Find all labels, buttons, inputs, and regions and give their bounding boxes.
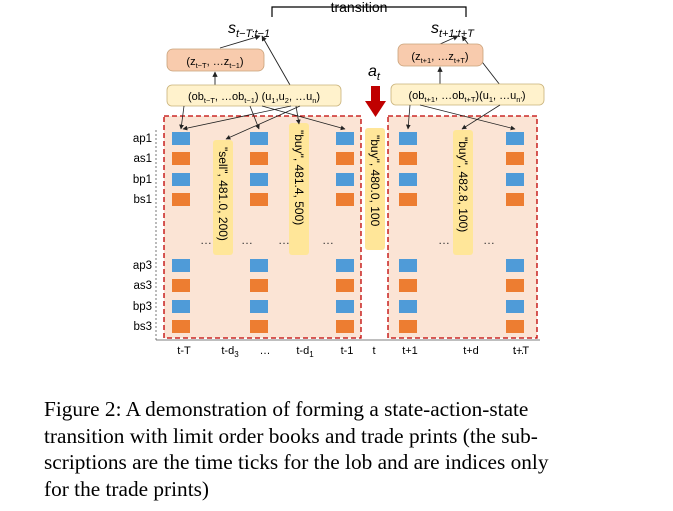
- bid-cell: [336, 259, 354, 272]
- bid-cell: [336, 300, 354, 313]
- row-label: bp3: [133, 301, 152, 313]
- ask-cell: [172, 320, 190, 333]
- time-tick-label: t-d3: [221, 345, 239, 359]
- ask-cell: [506, 152, 524, 165]
- time-tick-label: …: [514, 345, 525, 357]
- ellipsis: …: [483, 233, 495, 247]
- caption-line: Figure 2: A demonstration of forming a s…: [44, 397, 529, 421]
- trade-print-3: "buy", 480.0, 100: [365, 128, 385, 250]
- bid-cell: [172, 173, 190, 186]
- ask-cell: [250, 279, 268, 292]
- ask-cell: [336, 193, 354, 206]
- state-left-label: st−T:t−1: [228, 20, 270, 40]
- bid-cell: [336, 132, 354, 145]
- obs-box-left: [166, 84, 342, 107]
- ellipsis-marks: … … … … … …: [200, 233, 495, 247]
- trade-print-2: "buy", 481.4, 500): [289, 123, 309, 255]
- ask-cell: [336, 152, 354, 165]
- latent-box-left: [166, 48, 265, 72]
- ask-cell: [336, 279, 354, 292]
- row-label: bs1: [133, 194, 152, 206]
- time-tick-label: t+1: [402, 345, 418, 357]
- bid-cell: [506, 132, 524, 145]
- bid-cell: [250, 132, 268, 145]
- time-tick-label: t-d1: [296, 345, 314, 359]
- svg-text:"buy", 482.8, 100): "buy", 482.8, 100): [456, 137, 470, 232]
- ask-cell: [250, 193, 268, 206]
- ellipsis: …: [438, 233, 450, 247]
- figure-caption: Figure 2: A demonstration of forming a s…: [44, 396, 644, 502]
- row-label: ap3: [133, 260, 152, 272]
- svg-text:"buy", 480.0, 100: "buy", 480.0, 100: [368, 135, 382, 227]
- bid-cell: [399, 173, 417, 186]
- svg-text:"sell", 481.0, 200): "sell", 481.0, 200): [216, 147, 230, 241]
- obs-text-left: (obt−T, …obt−1) (u1,u2, …un): [188, 91, 320, 105]
- transition-bracket: [271, 6, 467, 17]
- state-right-label: st+1:t+T: [431, 20, 475, 40]
- ask-cell: [399, 279, 417, 292]
- time-axis: t-T t-d3… t-d1 t-1 t t+1 t+d …t+T: [177, 345, 529, 359]
- row-label: as3: [133, 280, 152, 292]
- time-tick-label: t+T: [513, 345, 529, 357]
- bid-cell: [336, 173, 354, 186]
- ask-cell: [172, 193, 190, 206]
- bid-cell: [506, 300, 524, 313]
- bid-cell: [506, 173, 524, 186]
- ask-cell: [506, 320, 524, 333]
- bid-cell: [172, 259, 190, 272]
- action-arrow: [365, 86, 386, 117]
- ellipsis: …: [200, 233, 212, 247]
- ask-cell: [506, 279, 524, 292]
- time-tick-label: …: [260, 345, 271, 357]
- row-label: bp1: [133, 174, 152, 186]
- ellipsis: …: [278, 233, 290, 247]
- ask-cell: [506, 193, 524, 206]
- svg-text:"buy", 481.4, 500): "buy", 481.4, 500): [292, 130, 306, 225]
- bid-cell: [172, 300, 190, 313]
- ask-cell: [336, 320, 354, 333]
- time-tick-label: t+d: [463, 345, 479, 357]
- bid-cell: [250, 173, 268, 186]
- obs-box-right: [390, 83, 545, 106]
- caption-line: transition with limit order books and tr…: [44, 423, 538, 448]
- row-labels: ap1 as1 bp1 bs1 ap3 as3 bp3 bs3: [133, 133, 152, 333]
- latent-text-right: (zt+1, …zt+T): [411, 51, 468, 65]
- ask-cell: [399, 320, 417, 333]
- time-tick-label: t-1: [341, 345, 354, 357]
- bid-cell: [506, 259, 524, 272]
- bid-cell: [250, 259, 268, 272]
- caption-line: for the trade prints): [44, 476, 209, 501]
- trade-print-4: "buy", 482.8, 100): [453, 130, 473, 255]
- ellipsis: …: [241, 233, 253, 247]
- transition-label: transition: [331, 0, 388, 15]
- bid-cell: [399, 259, 417, 272]
- latent-text-left: (zt−T, …zt−1): [186, 56, 243, 70]
- bid-cell: [172, 132, 190, 145]
- state-action-state-diagram: transition st−T:t−1 st+1:t+T (zt−T, …zt−…: [133, 0, 545, 359]
- ellipsis: …: [322, 233, 334, 247]
- obs-text-right: (obt+1, …obt+T)(u1, …un′): [408, 90, 525, 104]
- time-tick-label: t: [372, 345, 375, 357]
- bid-cell: [399, 132, 417, 145]
- action-label: at: [368, 63, 381, 83]
- row-label: ap1: [133, 133, 152, 145]
- ask-cell: [172, 152, 190, 165]
- bid-cell: [399, 300, 417, 313]
- trade-print-1: "sell", 481.0, 200): [213, 140, 233, 255]
- ask-cell: [250, 320, 268, 333]
- row-label: as1: [133, 153, 152, 165]
- row-label: bs3: [133, 321, 152, 333]
- latent-box-right: [397, 43, 484, 67]
- ask-cell: [250, 152, 268, 165]
- ask-cell: [399, 152, 417, 165]
- ask-cell: [399, 193, 417, 206]
- caption-line: scriptions are the time ticks for the lo…: [44, 450, 549, 474]
- lob-cells: [172, 132, 524, 333]
- time-tick-label: t-T: [177, 345, 191, 357]
- bid-cell: [250, 300, 268, 313]
- ask-cell: [172, 279, 190, 292]
